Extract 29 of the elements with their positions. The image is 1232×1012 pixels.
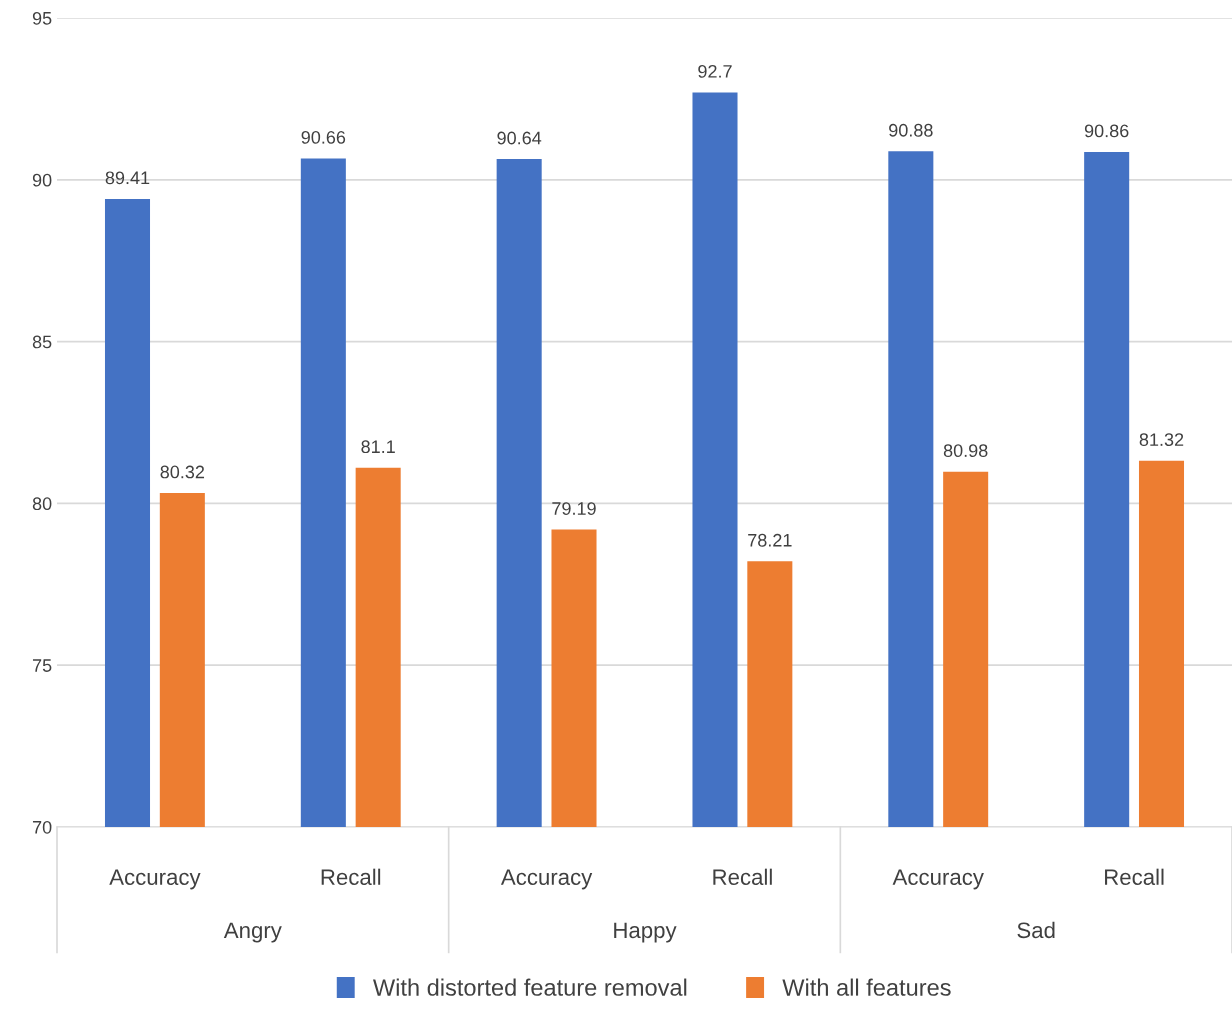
x-tick-label: Accuracy [109, 869, 201, 890]
y-tick-label: 95 [32, 11, 52, 25]
y-tick-label: 85 [32, 335, 52, 349]
x-tick-label: Recall [1105, 868, 1164, 885]
text: Happy [614, 922, 677, 943]
x-tick-label: Accuracy [500, 869, 593, 890]
legend-label: With distorted feature removal [372, 978, 687, 996]
text: Sad [1017, 921, 1055, 939]
x-tick-label: Accuracy [892, 869, 984, 890]
data-label: 89.41 [105, 171, 150, 185]
data-label: 90.86 [1084, 124, 1129, 138]
x-tick-label: Recall [321, 868, 381, 885]
data-label: 90.88 [889, 123, 933, 137]
data-label: 81.32 [1139, 433, 1184, 446]
data-label: 90.66 [301, 130, 346, 144]
data-label: 79.19 [552, 502, 596, 515]
text: Angry [223, 922, 282, 943]
data-label: 81.1 [361, 440, 395, 454]
data-label: 78.21 [748, 533, 792, 547]
y-tick-label: 80 [32, 497, 52, 511]
data-label: 80.98 [943, 444, 988, 458]
data-label: 92.7 [698, 64, 732, 78]
y-tick-label: 70 [32, 820, 52, 834]
y-tick-label: 90 [32, 173, 52, 187]
y-tick-label: 75 [32, 659, 52, 672]
data-label: 90.64 [497, 131, 542, 145]
legend-label: With all features [782, 978, 951, 996]
x-tick-label: Recall [713, 868, 772, 885]
data-label: 80.32 [160, 465, 205, 479]
